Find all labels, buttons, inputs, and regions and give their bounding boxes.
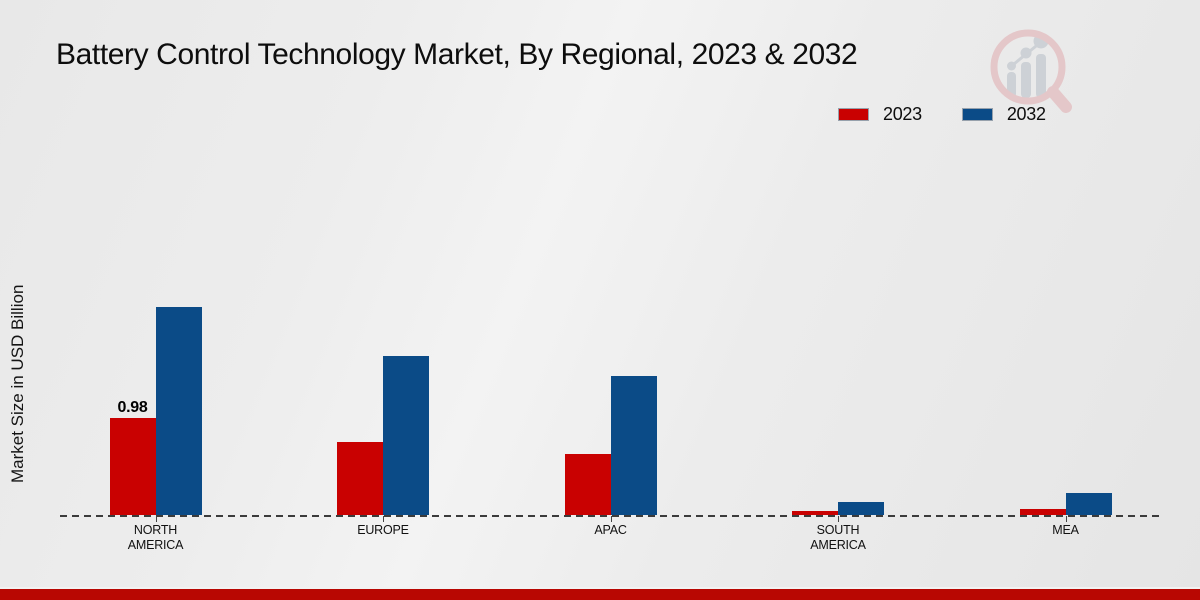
bottom-accent-bar bbox=[0, 587, 1200, 600]
legend: 2023 2032 bbox=[838, 104, 1046, 125]
legend-item-2032: 2032 bbox=[961, 104, 1046, 125]
x-tick-label-europe: EUROPE bbox=[357, 523, 409, 537]
legend-item-2023: 2023 bbox=[838, 104, 922, 125]
x-axis-tick bbox=[1065, 516, 1067, 522]
x-axis-baseline bbox=[60, 515, 1160, 517]
bar-2032-south-america bbox=[838, 502, 884, 515]
legend-swatch-2023 bbox=[838, 108, 869, 121]
x-tick-label-mea: MEA bbox=[1052, 523, 1079, 537]
chart-title: Battery Control Technology Market, By Re… bbox=[56, 38, 858, 71]
bar-2032-apac bbox=[610, 376, 657, 515]
magnifier-bar-chart-logo-icon bbox=[990, 29, 1072, 113]
x-axis-tick bbox=[838, 516, 839, 522]
x-tick-label-south-america: SOUTH AMERICA bbox=[810, 523, 866, 552]
x-axis-tick bbox=[610, 516, 612, 522]
x-tick-label-apac: APAC bbox=[594, 523, 627, 537]
x-tick-label-north-america: NORTH AMERICA bbox=[127, 523, 184, 552]
bar-2023-mea bbox=[1019, 509, 1066, 515]
bar-2023-europe bbox=[337, 442, 383, 515]
bar-2023-apac bbox=[564, 454, 611, 515]
data-label: 0.98 bbox=[117, 399, 148, 416]
legend-label-2032: 2032 bbox=[1006, 104, 1046, 124]
x-axis-tick bbox=[383, 516, 384, 522]
bar-2023-north-america bbox=[109, 418, 156, 515]
bar-2032-europe bbox=[383, 356, 429, 515]
bar-2032-mea bbox=[1065, 493, 1112, 515]
x-axis-tick bbox=[155, 516, 157, 522]
bar-2032-north-america bbox=[155, 307, 202, 515]
legend-swatch-2032 bbox=[961, 108, 993, 121]
bar-2023-south-america bbox=[792, 511, 838, 515]
legend-label-2023: 2023 bbox=[883, 104, 922, 124]
